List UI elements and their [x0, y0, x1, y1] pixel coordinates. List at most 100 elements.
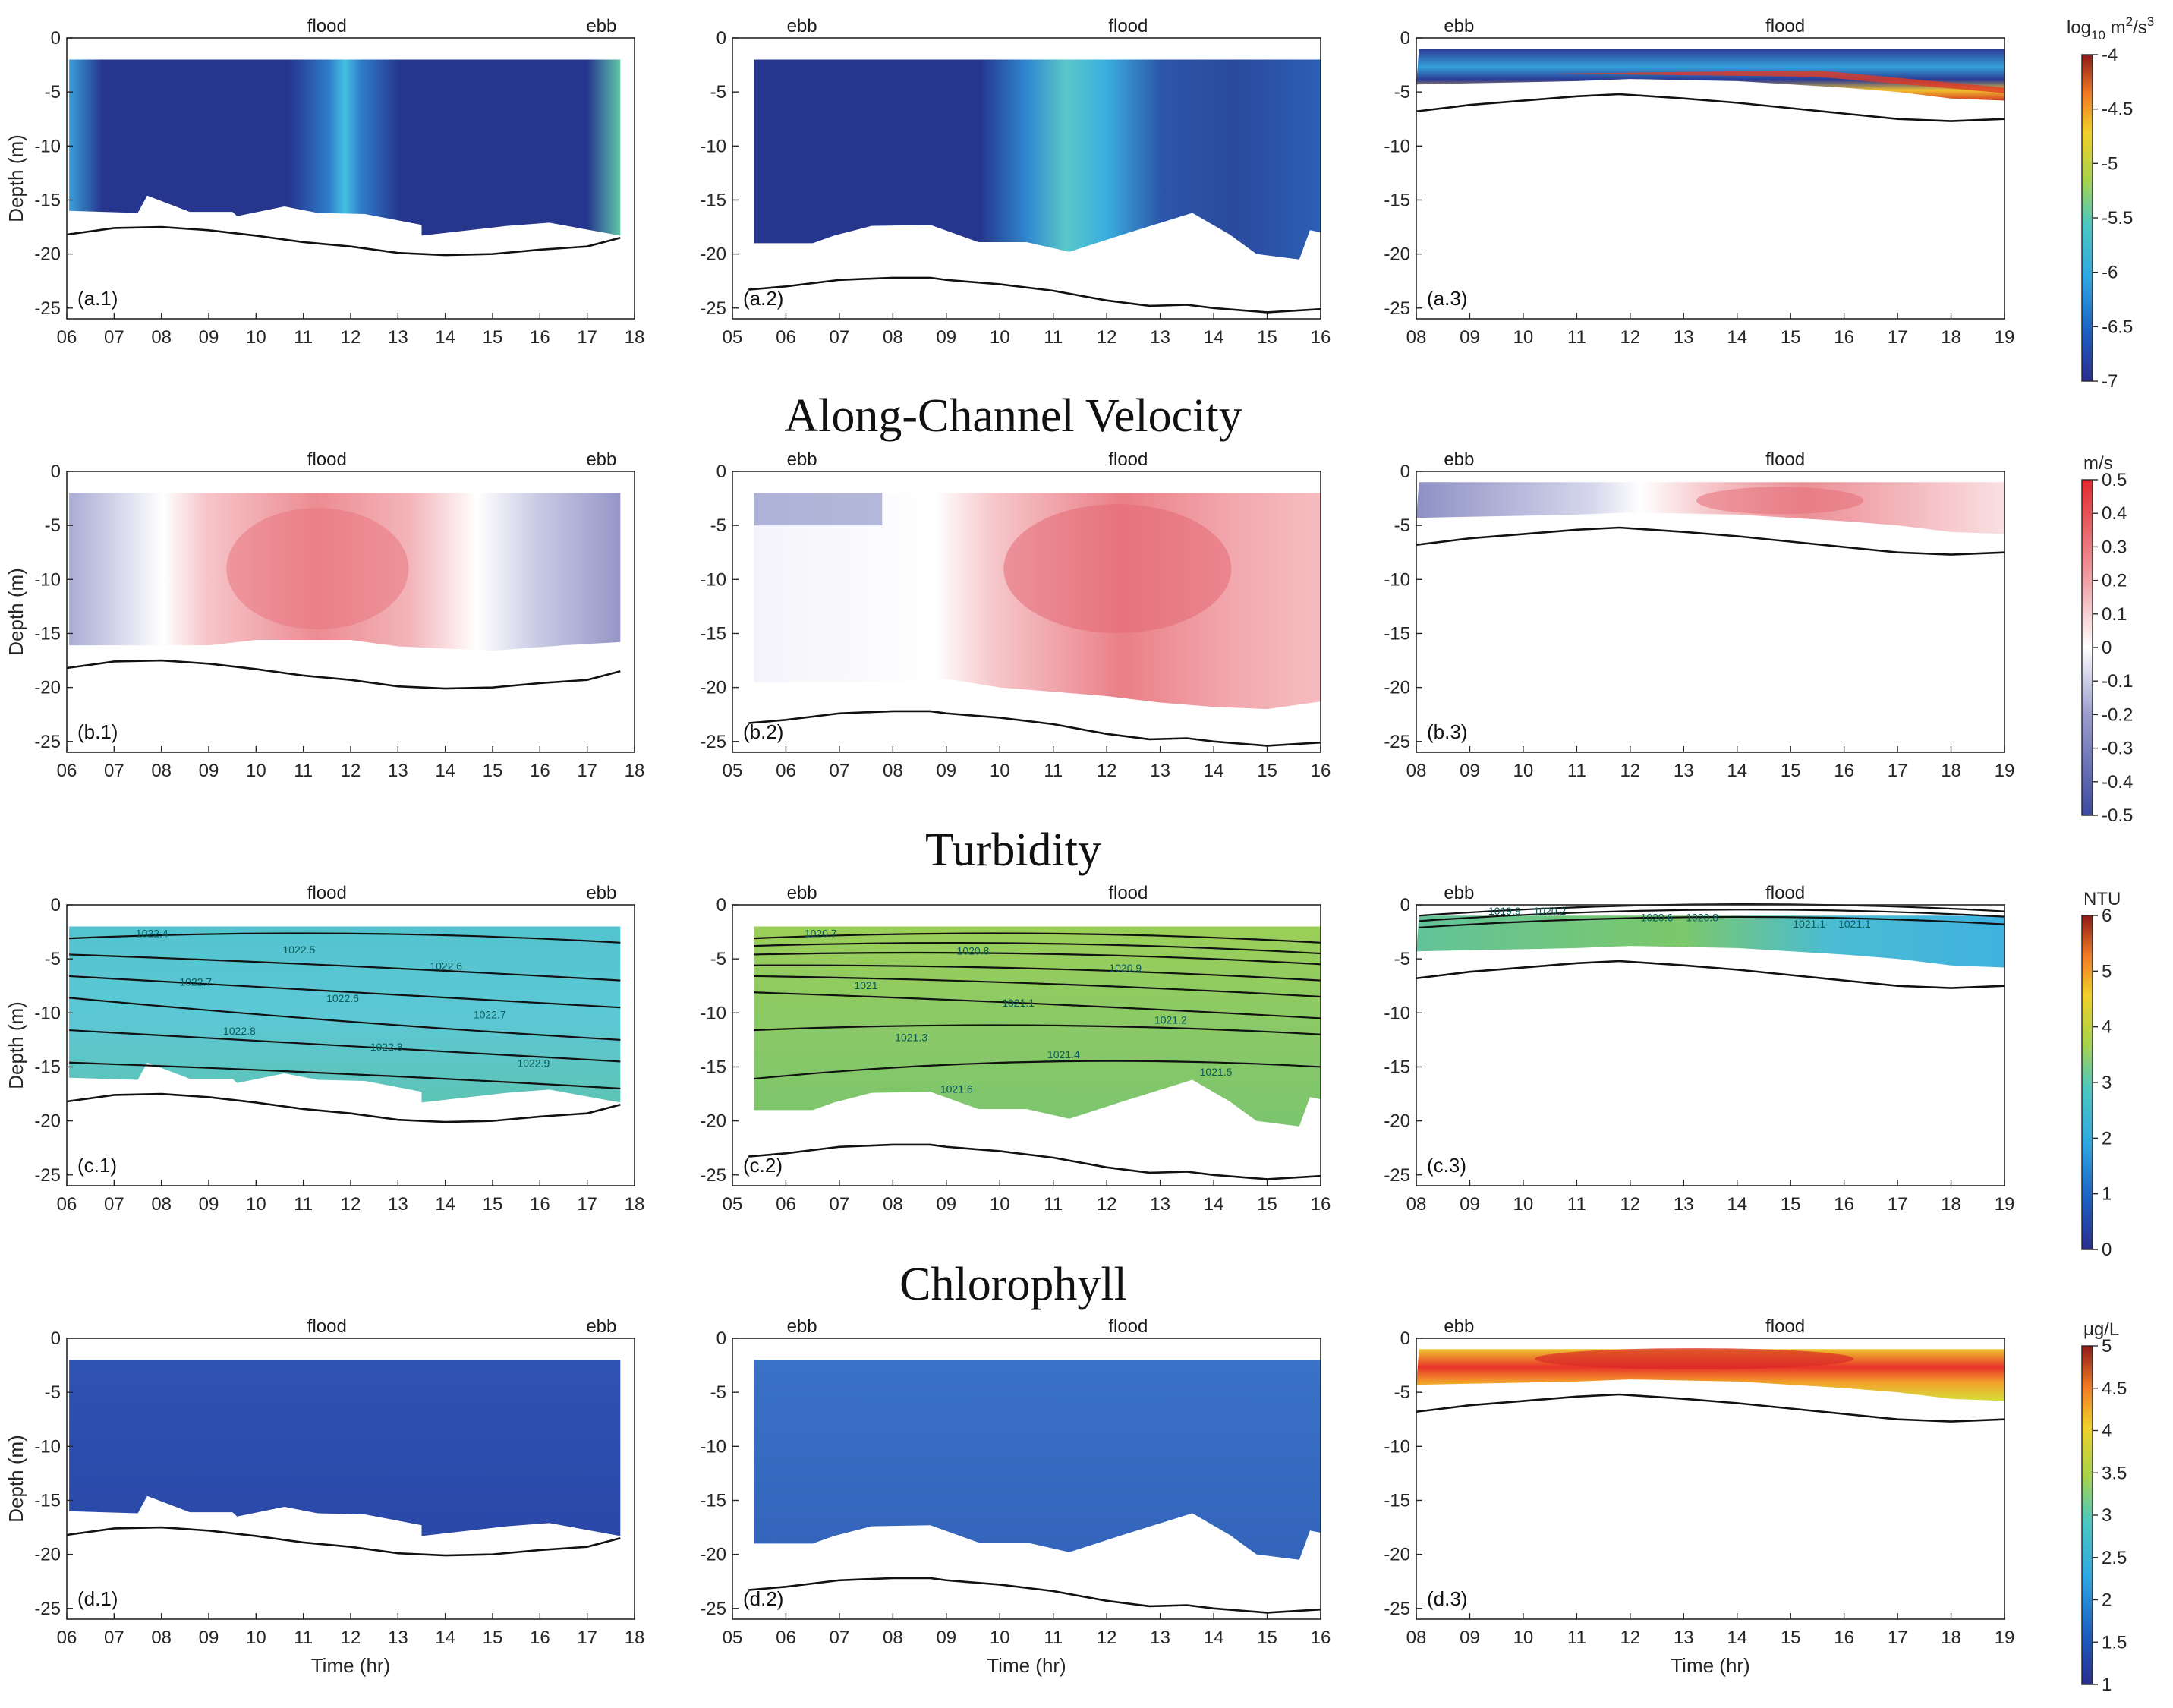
- y-tick-label: -25: [1384, 1599, 1410, 1619]
- contour-label: 1022.5: [283, 944, 316, 956]
- x-tick-label: 09: [936, 327, 956, 348]
- density-contour: [69, 997, 621, 1041]
- x-tick-label: 16: [530, 327, 550, 348]
- x-tick-label: 16: [1311, 761, 1331, 781]
- x-tick-label: 13: [1674, 1194, 1694, 1215]
- x-tick-label: 07: [830, 761, 850, 781]
- x-tick-label: 06: [57, 1628, 77, 1648]
- x-tick-label: 11: [1044, 761, 1063, 781]
- panel-d-1: 0 -5 -10 -15 -20 -25 06 07 08 09 10 11 12 13 14 15 16 17 1…: [5, 1316, 644, 1677]
- x-tick-label: 11: [1044, 327, 1063, 348]
- y-tick-label: -25: [34, 1599, 61, 1619]
- contour-label: 1022.7: [179, 976, 212, 988]
- y-tick-label: 0: [51, 1328, 61, 1349]
- tide-label-ebb: ebb: [1444, 883, 1474, 903]
- x-tick-label: 12: [1097, 327, 1117, 348]
- velocity-core: [1696, 487, 1864, 515]
- x-tick-label: 16: [1834, 327, 1854, 348]
- y-tick-label: -20: [1384, 1545, 1410, 1565]
- colorbar-tick-label: 0.5: [2102, 470, 2127, 490]
- panel-label: (c.2): [743, 1154, 783, 1177]
- x-tick-label: 06: [776, 761, 796, 781]
- y-tick-label: -25: [1384, 298, 1410, 319]
- y-tick-label: 0: [716, 1328, 726, 1349]
- contour-label: 1021.4: [1047, 1048, 1080, 1060]
- tide-label-flood: flood: [1108, 1316, 1148, 1337]
- tide-label-flood: flood: [1765, 1316, 1805, 1337]
- colorbar-chlorophyll: 5 4.5 4 3.5 3 2.5 2 1.5 1 μg/L: [2081, 1319, 2127, 1695]
- y-tick-label: -10: [1384, 569, 1410, 590]
- x-tick-label: 09: [1460, 1194, 1480, 1215]
- x-tick-label: 09: [1460, 761, 1480, 781]
- panel-label: (d.2): [743, 1587, 783, 1610]
- x-tick-label: 09: [936, 1628, 956, 1648]
- colorbar-tick-label: 2: [2102, 1128, 2112, 1149]
- x-tick-label: 13: [388, 1194, 408, 1215]
- high-dissipation-band: [1550, 70, 2005, 93]
- y-tick-label: -25: [700, 1599, 726, 1619]
- x-tick-label: 12: [1097, 1194, 1117, 1215]
- y-tick-label: -10: [34, 1003, 61, 1023]
- density-contour: [754, 951, 1321, 966]
- x-tick-label: 14: [435, 761, 455, 781]
- contour-label: 1021.5: [1200, 1066, 1233, 1078]
- density-contour: [69, 1029, 621, 1063]
- x-tick-label: 14: [1204, 1628, 1224, 1648]
- x-tick-label: 11: [1567, 1628, 1586, 1648]
- colorbar-tick-label: -0.5: [2102, 805, 2133, 826]
- y-tick-label: -15: [700, 1057, 726, 1077]
- contour-label: 1021.6: [940, 1083, 973, 1095]
- colorbar-ramp: [2082, 1346, 2093, 1684]
- colorbar-tick-label: -7: [2102, 371, 2118, 392]
- colorbar-tick-label: -5: [2102, 153, 2118, 174]
- y-tick-label: -5: [45, 949, 61, 969]
- contour-label: 1020.2: [1534, 905, 1567, 917]
- y-tick-label: -20: [1384, 244, 1410, 265]
- ebb-surface-band: [754, 493, 883, 526]
- x-tick-label: 13: [1150, 1194, 1170, 1215]
- y-tick-label: -20: [34, 1545, 61, 1565]
- x-tick-label: 18: [1941, 327, 1961, 348]
- x-tick-label: 15: [1781, 761, 1801, 781]
- density-contour: [754, 932, 1321, 944]
- y-tick-label: 0: [1400, 462, 1410, 482]
- x-tick-label: 15: [483, 327, 503, 348]
- colorbar-unit: μg/L: [2083, 1319, 2119, 1340]
- colorbar-tick-label: -0.2: [2102, 704, 2133, 725]
- y-tick-label: -15: [34, 623, 61, 644]
- x-tick-label: 09: [199, 1628, 219, 1648]
- y-tick-label: -25: [700, 732, 726, 752]
- y-tick-label: -5: [710, 949, 726, 969]
- contour-label: 1021.1: [1002, 997, 1035, 1009]
- x-tick-label: 16: [1311, 1194, 1331, 1215]
- x-tick-label: 13: [388, 327, 408, 348]
- y-axis-label: Depth (m): [5, 134, 27, 222]
- y-tick-label: -5: [1394, 949, 1410, 969]
- x-tick-label: 17: [577, 327, 597, 348]
- x-tick-label: 15: [1257, 761, 1277, 781]
- x-tick-label: 12: [1097, 761, 1117, 781]
- colorbar-tick-label: -0.1: [2102, 671, 2133, 692]
- colorbar-tick-label: 0.3: [2102, 537, 2127, 557]
- panel-a-1: 0 -5 -10 -15 -20 -25 06 07 08 09 10 11 12 13 14 15 16 17 1…: [5, 16, 644, 348]
- y-tick-label: -15: [700, 190, 726, 210]
- tide-label-flood: flood: [1108, 449, 1148, 470]
- contour-label: 1021.1: [1793, 918, 1825, 930]
- bottom-depth-line: [1416, 1393, 2005, 1423]
- x-tick-label: 17: [1888, 761, 1908, 781]
- x-tick-label: 09: [199, 1194, 219, 1215]
- y-tick-label: -10: [700, 1436, 726, 1457]
- colorbar-unit: log10 m2/s3: [2067, 14, 2154, 43]
- y-tick-label: -15: [1384, 1057, 1410, 1077]
- x-tick-label: 16: [530, 761, 550, 781]
- x-tick-label: 08: [883, 761, 903, 781]
- x-tick-label: 10: [990, 327, 1010, 348]
- tide-label-ebb: ebb: [1444, 1316, 1474, 1337]
- x-tick-label: 06: [57, 761, 77, 781]
- x-tick-label: 09: [1460, 327, 1480, 348]
- x-tick-label: 18: [625, 327, 645, 348]
- y-tick-label: -15: [34, 1490, 61, 1511]
- x-tick-label: 10: [1513, 1194, 1534, 1215]
- contour-label: 1020.9: [1109, 962, 1142, 974]
- contour-label: 1021.3: [895, 1031, 927, 1043]
